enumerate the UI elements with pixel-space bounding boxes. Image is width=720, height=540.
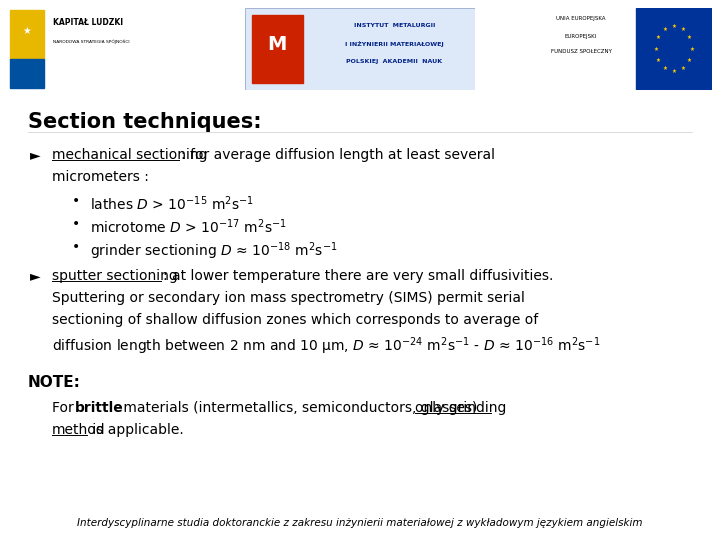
Text: sputter sectioning: sputter sectioning: [52, 269, 178, 283]
Text: For: For: [52, 401, 78, 415]
Text: ★: ★: [656, 58, 660, 63]
Text: : at lower temperature there are very small diffusivities.: : at lower temperature there are very sm…: [163, 269, 553, 283]
Text: POLSKIEJ  AKADEMII  NAUK: POLSKIEJ AKADEMII NAUK: [346, 59, 443, 64]
Text: ★: ★: [680, 66, 685, 71]
Text: brittle: brittle: [74, 401, 123, 415]
Text: ►: ►: [30, 148, 40, 162]
Text: ★: ★: [653, 46, 658, 51]
Bar: [9, 10, 45, 59]
Text: Sputtering or secondary ion mass spectrometry (SIMS) permit serial: Sputtering or secondary ion mass spectro…: [52, 291, 525, 305]
Text: Interdyscyplinarne studia doktoranckie z zakresu inżynierii materiałowej z wykła: Interdyscyplinarne studia doktoranckie z…: [77, 518, 643, 528]
Text: microtome $D$ > 10$^{-17}$ m$^{2}$s$^{-1}$: microtome $D$ > 10$^{-17}$ m$^{2}$s$^{-1…: [90, 217, 287, 235]
Text: ★: ★: [662, 66, 667, 71]
Text: I INŻYNIERII MATERIAŁOWEJ: I INŻYNIERII MATERIAŁOWEJ: [345, 41, 444, 46]
Bar: [252, 15, 302, 84]
Text: is applicable.: is applicable.: [88, 423, 184, 437]
Text: micrometers :: micrometers :: [52, 170, 149, 184]
Bar: [9, 59, 45, 89]
Text: M: M: [268, 36, 287, 55]
Bar: [636, 8, 712, 90]
Text: method: method: [52, 423, 106, 437]
Text: ★: ★: [656, 35, 660, 40]
Text: ★: ★: [671, 24, 676, 29]
Text: KAPITAŁ LUDZKI: KAPITAŁ LUDZKI: [53, 18, 122, 27]
Text: grinder sectioning $D$ ≈ 10$^{-18}$ m$^{2}$s$^{-1}$: grinder sectioning $D$ ≈ 10$^{-18}$ m$^{…: [90, 240, 338, 261]
Text: NARODOWA STRATEGIA SPÓJNOŚCI: NARODOWA STRATEGIA SPÓJNOŚCI: [53, 39, 129, 44]
Text: ★: ★: [22, 26, 32, 36]
Text: only grinding: only grinding: [415, 401, 506, 415]
Text: •: •: [72, 217, 80, 231]
Text: ★: ★: [687, 35, 692, 40]
Text: EUROPEJSKI: EUROPEJSKI: [564, 34, 597, 39]
Text: sectioning of shallow diffusion zones which corresponds to average of: sectioning of shallow diffusion zones wh…: [52, 313, 539, 327]
Text: INSTYTUT  METALURGII: INSTYTUT METALURGII: [354, 23, 435, 28]
Text: ★: ★: [662, 26, 667, 32]
Text: NOTE:: NOTE:: [28, 375, 81, 390]
Text: lathes $D$ > 10$^{-15}$ m$^{2}$s$^{-1}$: lathes $D$ > 10$^{-15}$ m$^{2}$s$^{-1}$: [90, 194, 254, 213]
Text: mechanical sectioning: mechanical sectioning: [52, 148, 207, 162]
Text: •: •: [72, 240, 80, 254]
Text: UNIA EUROPEJSKA: UNIA EUROPEJSKA: [557, 16, 606, 21]
Text: ★: ★: [680, 26, 685, 32]
Text: ★: ★: [687, 58, 692, 63]
Text: FUNDUSZ SPOŁECZNY: FUNDUSZ SPOŁECZNY: [551, 49, 611, 54]
Text: ►: ►: [30, 269, 40, 283]
Text: ★: ★: [690, 46, 694, 51]
Text: diffusion length between 2 nm and 10 μm, $D$ ≈ 10$^{-24}$ m$^{2}$s$^{-1}$ - $D$ : diffusion length between 2 nm and 10 μm,…: [52, 335, 600, 356]
Text: Section techniques:: Section techniques:: [28, 112, 261, 132]
Text: materials (intermetallics, semiconductors, glasses): materials (intermetallics, semiconductor…: [120, 401, 482, 415]
Text: •: •: [72, 194, 80, 208]
Text: ★: ★: [671, 70, 676, 75]
Text: : for average diffusion length at least several: : for average diffusion length at least …: [181, 148, 495, 162]
